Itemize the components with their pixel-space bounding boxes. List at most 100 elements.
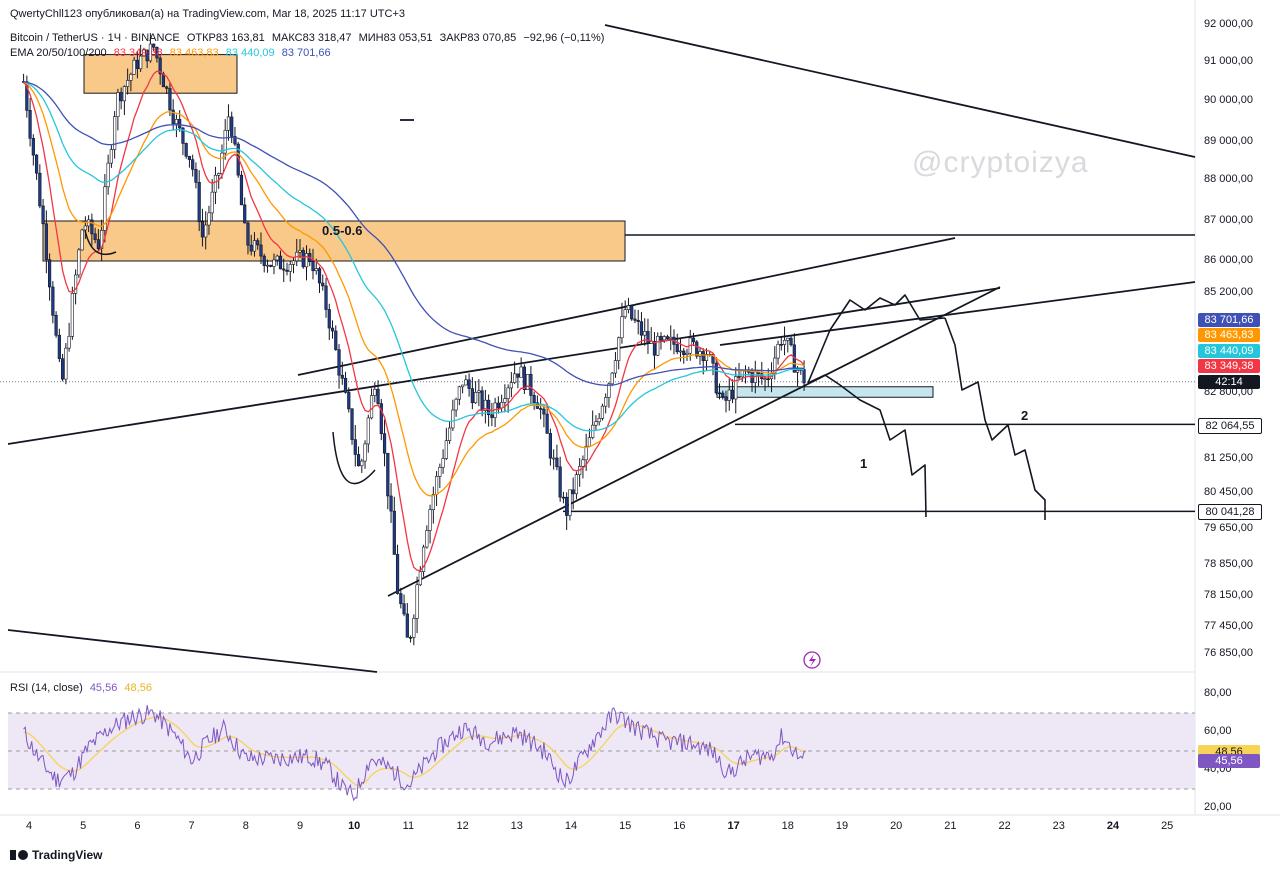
candle-body[interactable] (366, 417, 370, 445)
candle-body[interactable] (402, 603, 406, 615)
candle-body[interactable] (460, 384, 465, 388)
candle-body[interactable] (324, 285, 328, 310)
candle-body[interactable] (230, 116, 234, 137)
candle-body[interactable] (191, 159, 195, 170)
candle-body[interactable] (171, 109, 175, 125)
candle-body[interactable] (249, 244, 253, 252)
candle-body[interactable] (106, 162, 110, 188)
candle-body[interactable] (288, 264, 292, 272)
candle-body[interactable] (278, 255, 283, 270)
candle-body[interactable] (503, 398, 507, 403)
candle-body[interactable] (412, 618, 416, 638)
candle-body[interactable] (74, 274, 78, 294)
candle-body[interactable] (360, 460, 364, 467)
candle-body[interactable] (239, 174, 244, 206)
candle-body[interactable] (636, 320, 640, 322)
candle-body[interactable] (207, 212, 211, 226)
candle-body[interactable] (467, 379, 471, 389)
candle-body[interactable] (623, 309, 627, 318)
candle-body[interactable] (682, 350, 686, 355)
candle-body[interactable] (415, 584, 419, 619)
candle-body[interactable] (620, 316, 624, 339)
candle-body[interactable] (54, 315, 58, 336)
candle-body[interactable] (126, 80, 130, 87)
candle-body[interactable] (474, 392, 478, 404)
candle-body[interactable] (57, 334, 61, 360)
candle-body[interactable] (587, 437, 592, 447)
candle-body[interactable] (41, 205, 45, 225)
candle-body[interactable] (675, 344, 679, 353)
candle-body[interactable] (80, 229, 84, 251)
candle-body[interactable] (727, 389, 731, 401)
candle-body[interactable] (509, 382, 513, 389)
candle-body[interactable] (763, 378, 767, 380)
candle-body[interactable] (776, 344, 780, 359)
candle-body[interactable] (428, 509, 432, 531)
candle-body[interactable] (132, 59, 136, 75)
candle-body[interactable] (548, 433, 553, 459)
candle-body[interactable] (275, 255, 279, 261)
candle-body[interactable] (724, 396, 728, 401)
candle-body[interactable] (600, 405, 605, 419)
candle-body[interactable] (246, 222, 250, 246)
candle-body[interactable] (496, 402, 500, 409)
candle-body[interactable] (158, 57, 162, 75)
candle-body[interactable] (639, 321, 644, 336)
candle-body[interactable] (142, 49, 146, 57)
candle-body[interactable] (70, 293, 74, 337)
candle-body[interactable] (652, 341, 657, 356)
candle-body[interactable] (646, 331, 650, 344)
candle-body[interactable] (438, 467, 442, 477)
candle-body[interactable] (64, 347, 68, 380)
candle-body[interactable] (451, 409, 455, 429)
candle-body[interactable] (542, 408, 546, 415)
candle-body[interactable] (376, 388, 380, 404)
candle-body[interactable] (470, 388, 474, 404)
candle-body[interactable] (83, 225, 87, 231)
candle-body[interactable] (779, 344, 783, 346)
candle-body[interactable] (34, 154, 39, 174)
candle-body[interactable] (369, 395, 374, 419)
candle-body[interactable] (178, 119, 182, 129)
candle-body[interactable] (93, 233, 97, 240)
candle-body[interactable] (766, 378, 770, 380)
candle-body[interactable] (353, 439, 357, 455)
candle-body[interactable] (532, 395, 536, 404)
candle-body[interactable] (526, 373, 530, 391)
candle-body[interactable] (529, 373, 533, 396)
candle-body[interactable] (389, 495, 393, 512)
candle-body[interactable] (418, 571, 422, 586)
candle-body[interactable] (447, 427, 452, 441)
candle-body[interactable] (356, 454, 361, 467)
candle-body[interactable] (782, 339, 787, 345)
candle-body[interactable] (129, 74, 133, 81)
candle-body[interactable] (405, 613, 409, 638)
candle-body[interactable] (506, 387, 510, 399)
tradingview-logo[interactable]: TradingView (10, 848, 102, 862)
candle-body[interactable] (337, 349, 341, 376)
candle-body[interactable] (213, 174, 218, 193)
candle-body[interactable] (272, 259, 276, 267)
candle-body[interactable] (44, 223, 48, 260)
candle-body[interactable] (122, 86, 126, 102)
candle-body[interactable] (786, 337, 790, 341)
candle-body[interactable] (584, 445, 588, 461)
candle-body[interactable] (431, 494, 435, 510)
candle-body[interactable] (395, 554, 400, 594)
candle-body[interactable] (184, 143, 188, 157)
candle-body[interactable] (243, 204, 247, 224)
candle-body[interactable] (795, 369, 800, 373)
candle-body[interactable] (31, 138, 35, 156)
candle-body[interactable] (350, 408, 354, 440)
candle-body[interactable] (100, 230, 104, 249)
candle-body[interactable] (714, 362, 718, 394)
candle-body[interactable] (321, 282, 325, 287)
candle-body[interactable] (555, 457, 559, 468)
candle-body[interactable] (581, 459, 585, 467)
candle-body[interactable] (148, 43, 153, 62)
candle-body[interactable] (262, 255, 266, 266)
candle-body[interactable] (441, 458, 445, 468)
candle-body[interactable] (116, 92, 120, 117)
candle-body[interactable] (210, 191, 214, 214)
candle-body[interactable] (425, 530, 429, 548)
